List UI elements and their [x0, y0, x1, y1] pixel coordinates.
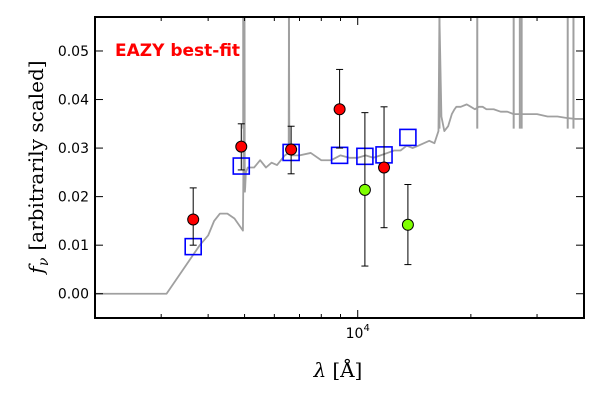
axes-frame	[94, 16, 585, 319]
observed-flux-point	[285, 143, 298, 156]
y-tick-label: 0.05	[58, 44, 89, 60]
y-axis-subscript: ν	[36, 257, 52, 266]
observed-flux-point	[378, 161, 391, 174]
annotation-label: EAZY best-fit	[115, 41, 240, 61]
axes: 0.00 0.01 0.02 0.03 0.04 0.05 104	[58, 16, 585, 342]
y-tick-label: 0.03	[58, 141, 89, 157]
observed-flux-point	[235, 140, 248, 153]
y-axis-label: fν[arbitrarily scaled]	[24, 60, 52, 275]
observed-flux-point	[333, 103, 346, 116]
x-axis-label: λ [Å]	[313, 357, 363, 382]
nondetection-point	[358, 183, 371, 196]
plot-area	[95, 17, 584, 295]
x-tick-label: 104	[346, 323, 370, 342]
x-tick-exponent: 4	[363, 323, 369, 334]
y-tick-label: 0.04	[58, 93, 89, 109]
observed-flux-point	[187, 213, 200, 226]
x-tick-base: 10	[346, 326, 364, 342]
x-axis-unit: [Å]	[332, 357, 362, 382]
template-spectrum-line	[95, 17, 584, 295]
y-tick-label: 0.00	[58, 287, 89, 303]
nondetection-point	[401, 218, 414, 231]
y-tick-label: 0.02	[58, 190, 89, 206]
y-tick-label: 0.01	[58, 238, 89, 254]
x-axis-symbol: λ	[313, 358, 327, 382]
model-flux-box	[399, 128, 417, 147]
y-axis-text: [arbitrarily scaled]	[24, 60, 48, 250]
